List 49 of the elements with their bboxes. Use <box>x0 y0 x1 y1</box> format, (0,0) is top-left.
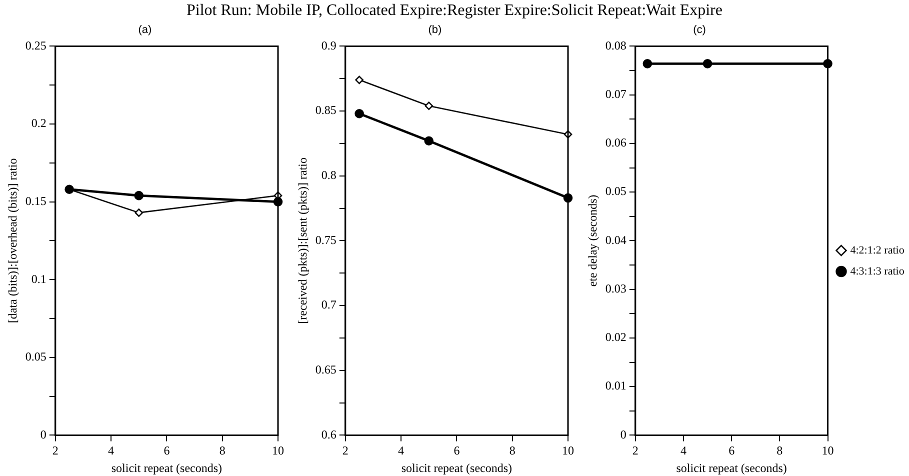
y-tick-label: 0.05 <box>25 350 46 364</box>
x-axis-title: solicit repeat (seconds) <box>111 460 222 475</box>
x-tick-label: 4 <box>108 444 114 458</box>
chart-subtitle: (c) <box>692 24 707 36</box>
y-tick-label: 0.05 <box>605 184 626 198</box>
x-tick-label: 10 <box>562 444 574 458</box>
x-tick-label: 8 <box>509 444 516 458</box>
y-tick-label: 0.07 <box>605 86 626 101</box>
y-tick-label: 0.06 <box>605 136 626 150</box>
legend-label: 4:3:1:3 ratio <box>850 265 905 278</box>
text: Pilot Run: Mobile IP, Collocated Expire:Register Expire:Solicit Repeat:Wait Expire <box>186 2 724 20</box>
y-tick-label: 0.2 <box>31 116 46 130</box>
x-axis-title: solicit repeat (seconds) <box>676 460 787 475</box>
chart-subtitle: (a) <box>137 24 153 36</box>
x-tick-label: 8 <box>776 444 783 458</box>
y-tick-label: 0.04 <box>605 232 626 247</box>
y-tick-label: 0.03 <box>605 281 626 296</box>
x-tick-label: 2 <box>342 444 348 458</box>
y-axis-title: ete delay (seconds) <box>585 194 600 287</box>
x-tick-label: 6 <box>728 444 735 458</box>
y-tick-label: 0.65 <box>315 362 336 377</box>
x-tick-label: 4 <box>398 444 404 458</box>
y-tick-label: 0 <box>40 427 46 442</box>
y-tick-label: 0.08 <box>605 38 626 52</box>
y-tick-label: 0.8 <box>321 168 336 182</box>
y-tick-label: 0.6 <box>321 427 336 442</box>
y-tick-label: 0.02 <box>605 330 626 344</box>
x-tick-label: 8 <box>219 444 226 458</box>
y-tick-label: 0.9 <box>321 38 336 52</box>
y-tick-label: 0.85 <box>315 103 336 118</box>
x-tick-label: 10 <box>822 444 834 458</box>
chart-subtitle: (b) <box>427 24 443 36</box>
y-tick-label: 0.25 <box>25 38 46 52</box>
y-tick-label: 0 <box>620 427 626 442</box>
legend-label: 4:2:1:2 ratio <box>850 244 905 256</box>
y-axis-title: [data (bits)]:[overhead (bits)] ratio <box>5 158 20 324</box>
y-tick-label: 0.01 <box>605 378 626 393</box>
y-tick-label: 0.75 <box>315 232 336 247</box>
x-tick-label: 6 <box>454 444 460 458</box>
x-tick-label: 6 <box>164 444 170 458</box>
y-axis-title: [received (pkts)]:[sent (pkts)] ratio <box>295 158 310 324</box>
y-tick-label: 0.1 <box>31 272 46 286</box>
x-axis-title: solicit repeat (seconds) <box>401 460 512 475</box>
y-tick-label: 0.15 <box>25 194 46 208</box>
x-tick-label: 2 <box>632 444 638 458</box>
y-tick-label: 0.7 <box>321 298 336 312</box>
x-tick-label: 2 <box>52 444 58 458</box>
x-tick-label: 10 <box>272 444 284 458</box>
x-tick-label: 4 <box>680 444 686 458</box>
